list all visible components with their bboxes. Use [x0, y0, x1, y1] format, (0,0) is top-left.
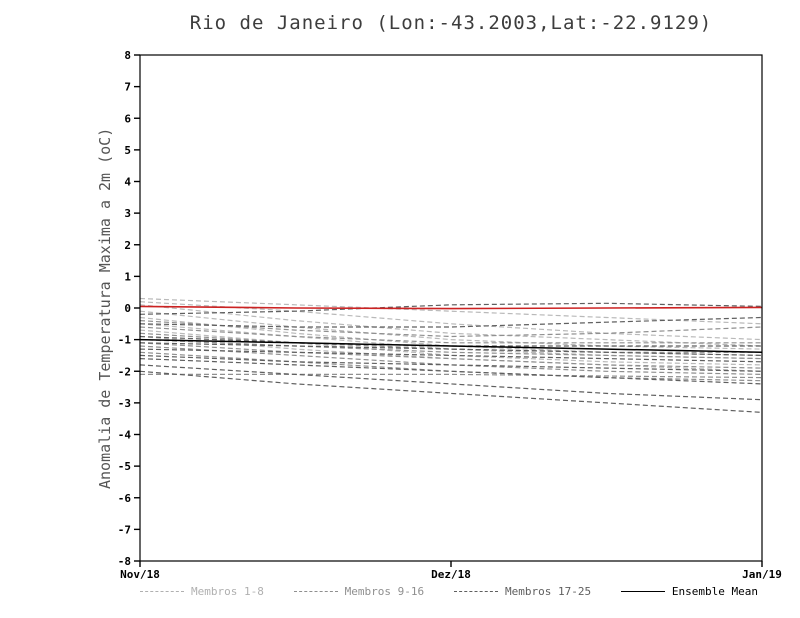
y-tick-label: 8 — [124, 49, 131, 62]
y-tick-label: 1 — [124, 270, 131, 283]
legend-label-membros-17-25: Membros 17-25 — [504, 585, 592, 598]
y-tick-label: -2 — [118, 365, 131, 378]
series-line-group-3 — [139, 338, 763, 354]
legend-line-sample-membros-17-25 — [453, 591, 498, 592]
legend-item-membros-1-8: Membros 1-8 — [140, 585, 264, 598]
legend-line-sample-membros-1-8 — [140, 591, 184, 592]
series-line-group-0 — [139, 329, 763, 366]
legend-label-membros-9-16: Membros 9-16 — [344, 585, 425, 598]
y-tick-label: -3 — [118, 397, 131, 410]
y-tick-label: -1 — [118, 334, 132, 347]
series-line-group-0 — [139, 323, 763, 360]
series-line-group-2 — [139, 358, 763, 385]
legend-label-membros-1-8: Membros 1-8 — [191, 585, 264, 598]
series-line-group-2 — [139, 370, 763, 413]
legend-line-sample-membros-9-16 — [293, 591, 338, 592]
series-line-group-2 — [139, 364, 763, 401]
legend-item-membros-17-25: Membros 17-25 — [453, 585, 592, 598]
y-tick-label: -5 — [118, 460, 131, 473]
series-line-group-2 — [139, 316, 763, 328]
y-tick-label: -4 — [118, 429, 132, 442]
x-tick-label: Jan/19 — [742, 568, 782, 581]
series-line-group-1 — [139, 326, 762, 344]
y-tick-label: 2 — [124, 239, 131, 252]
series-line-group-0 — [139, 335, 763, 372]
y-tick-label: 7 — [124, 81, 131, 94]
legend-label-ensemble-mean: Ensemble Mean — [671, 585, 758, 598]
legend: Membros 1-8 Membros 9-16 Membros 17-25 E… — [140, 585, 758, 598]
y-tick-label: -8 — [118, 555, 131, 568]
series-line-group-0 — [139, 310, 763, 350]
series-line-group-1 — [139, 320, 763, 338]
y-tick-label: 4 — [124, 176, 131, 189]
reference-line — [139, 305, 763, 310]
y-tick-label: 5 — [124, 144, 131, 157]
y-tick-label: 3 — [124, 207, 131, 220]
y-tick-label: 0 — [124, 302, 131, 315]
y-tick-label: 6 — [124, 112, 131, 125]
x-tick-label: Nov/18 — [120, 568, 160, 581]
y-tick-label: -6 — [118, 492, 132, 505]
y-tick-label: -7 — [118, 523, 131, 536]
chart-title: Rio de Janeiro (Lon:-43.2003,Lat:-22.912… — [189, 12, 713, 34]
x-tick-label: Dez/18 — [431, 568, 471, 581]
series-line-group-0 — [139, 304, 763, 347]
legend-line-sample-ensemble-mean — [620, 591, 665, 592]
series-line-group-1 — [140, 373, 763, 379]
legend-item-ensemble-mean: Ensemble Mean — [620, 585, 758, 598]
legend-item-membros-9-16: Membros 9-16 — [293, 585, 425, 598]
